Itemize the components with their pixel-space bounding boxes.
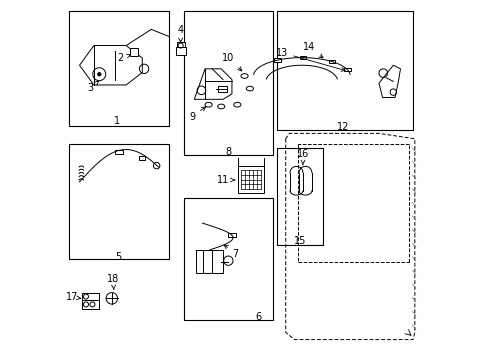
Bar <box>69 144 169 259</box>
Text: 17: 17 <box>65 292 81 302</box>
Text: 6: 6 <box>255 312 262 322</box>
Bar <box>175 47 185 55</box>
Text: 7: 7 <box>224 245 238 258</box>
Bar <box>299 56 305 59</box>
Text: 2: 2 <box>118 53 130 63</box>
Text: 5: 5 <box>115 252 121 262</box>
Text: 11: 11 <box>216 175 234 185</box>
Text: 12: 12 <box>336 122 348 132</box>
Bar <box>238 166 264 193</box>
Text: 16: 16 <box>296 149 308 165</box>
Bar <box>183 198 273 320</box>
Text: 8: 8 <box>225 147 231 157</box>
Bar <box>328 60 334 63</box>
Text: 14: 14 <box>302 42 323 58</box>
Bar <box>276 12 412 130</box>
Bar <box>276 148 323 244</box>
Bar <box>183 12 273 155</box>
Bar <box>217 86 226 92</box>
Text: 10: 10 <box>222 53 242 71</box>
Text: 1: 1 <box>114 116 120 126</box>
Text: 15: 15 <box>293 236 305 246</box>
Circle shape <box>97 72 101 76</box>
Bar <box>69 12 169 126</box>
Bar <box>115 150 123 154</box>
Text: 4: 4 <box>177 25 183 42</box>
Bar <box>228 233 236 237</box>
Text: 13: 13 <box>275 48 345 71</box>
Text: 9: 9 <box>189 107 205 122</box>
Bar <box>176 41 184 47</box>
Bar <box>139 156 145 159</box>
Bar <box>82 293 99 309</box>
Bar <box>196 250 223 273</box>
Text: 18: 18 <box>107 274 119 289</box>
Bar <box>274 58 280 62</box>
Bar <box>344 68 350 72</box>
Text: 3: 3 <box>87 81 99 93</box>
Bar <box>129 48 137 56</box>
